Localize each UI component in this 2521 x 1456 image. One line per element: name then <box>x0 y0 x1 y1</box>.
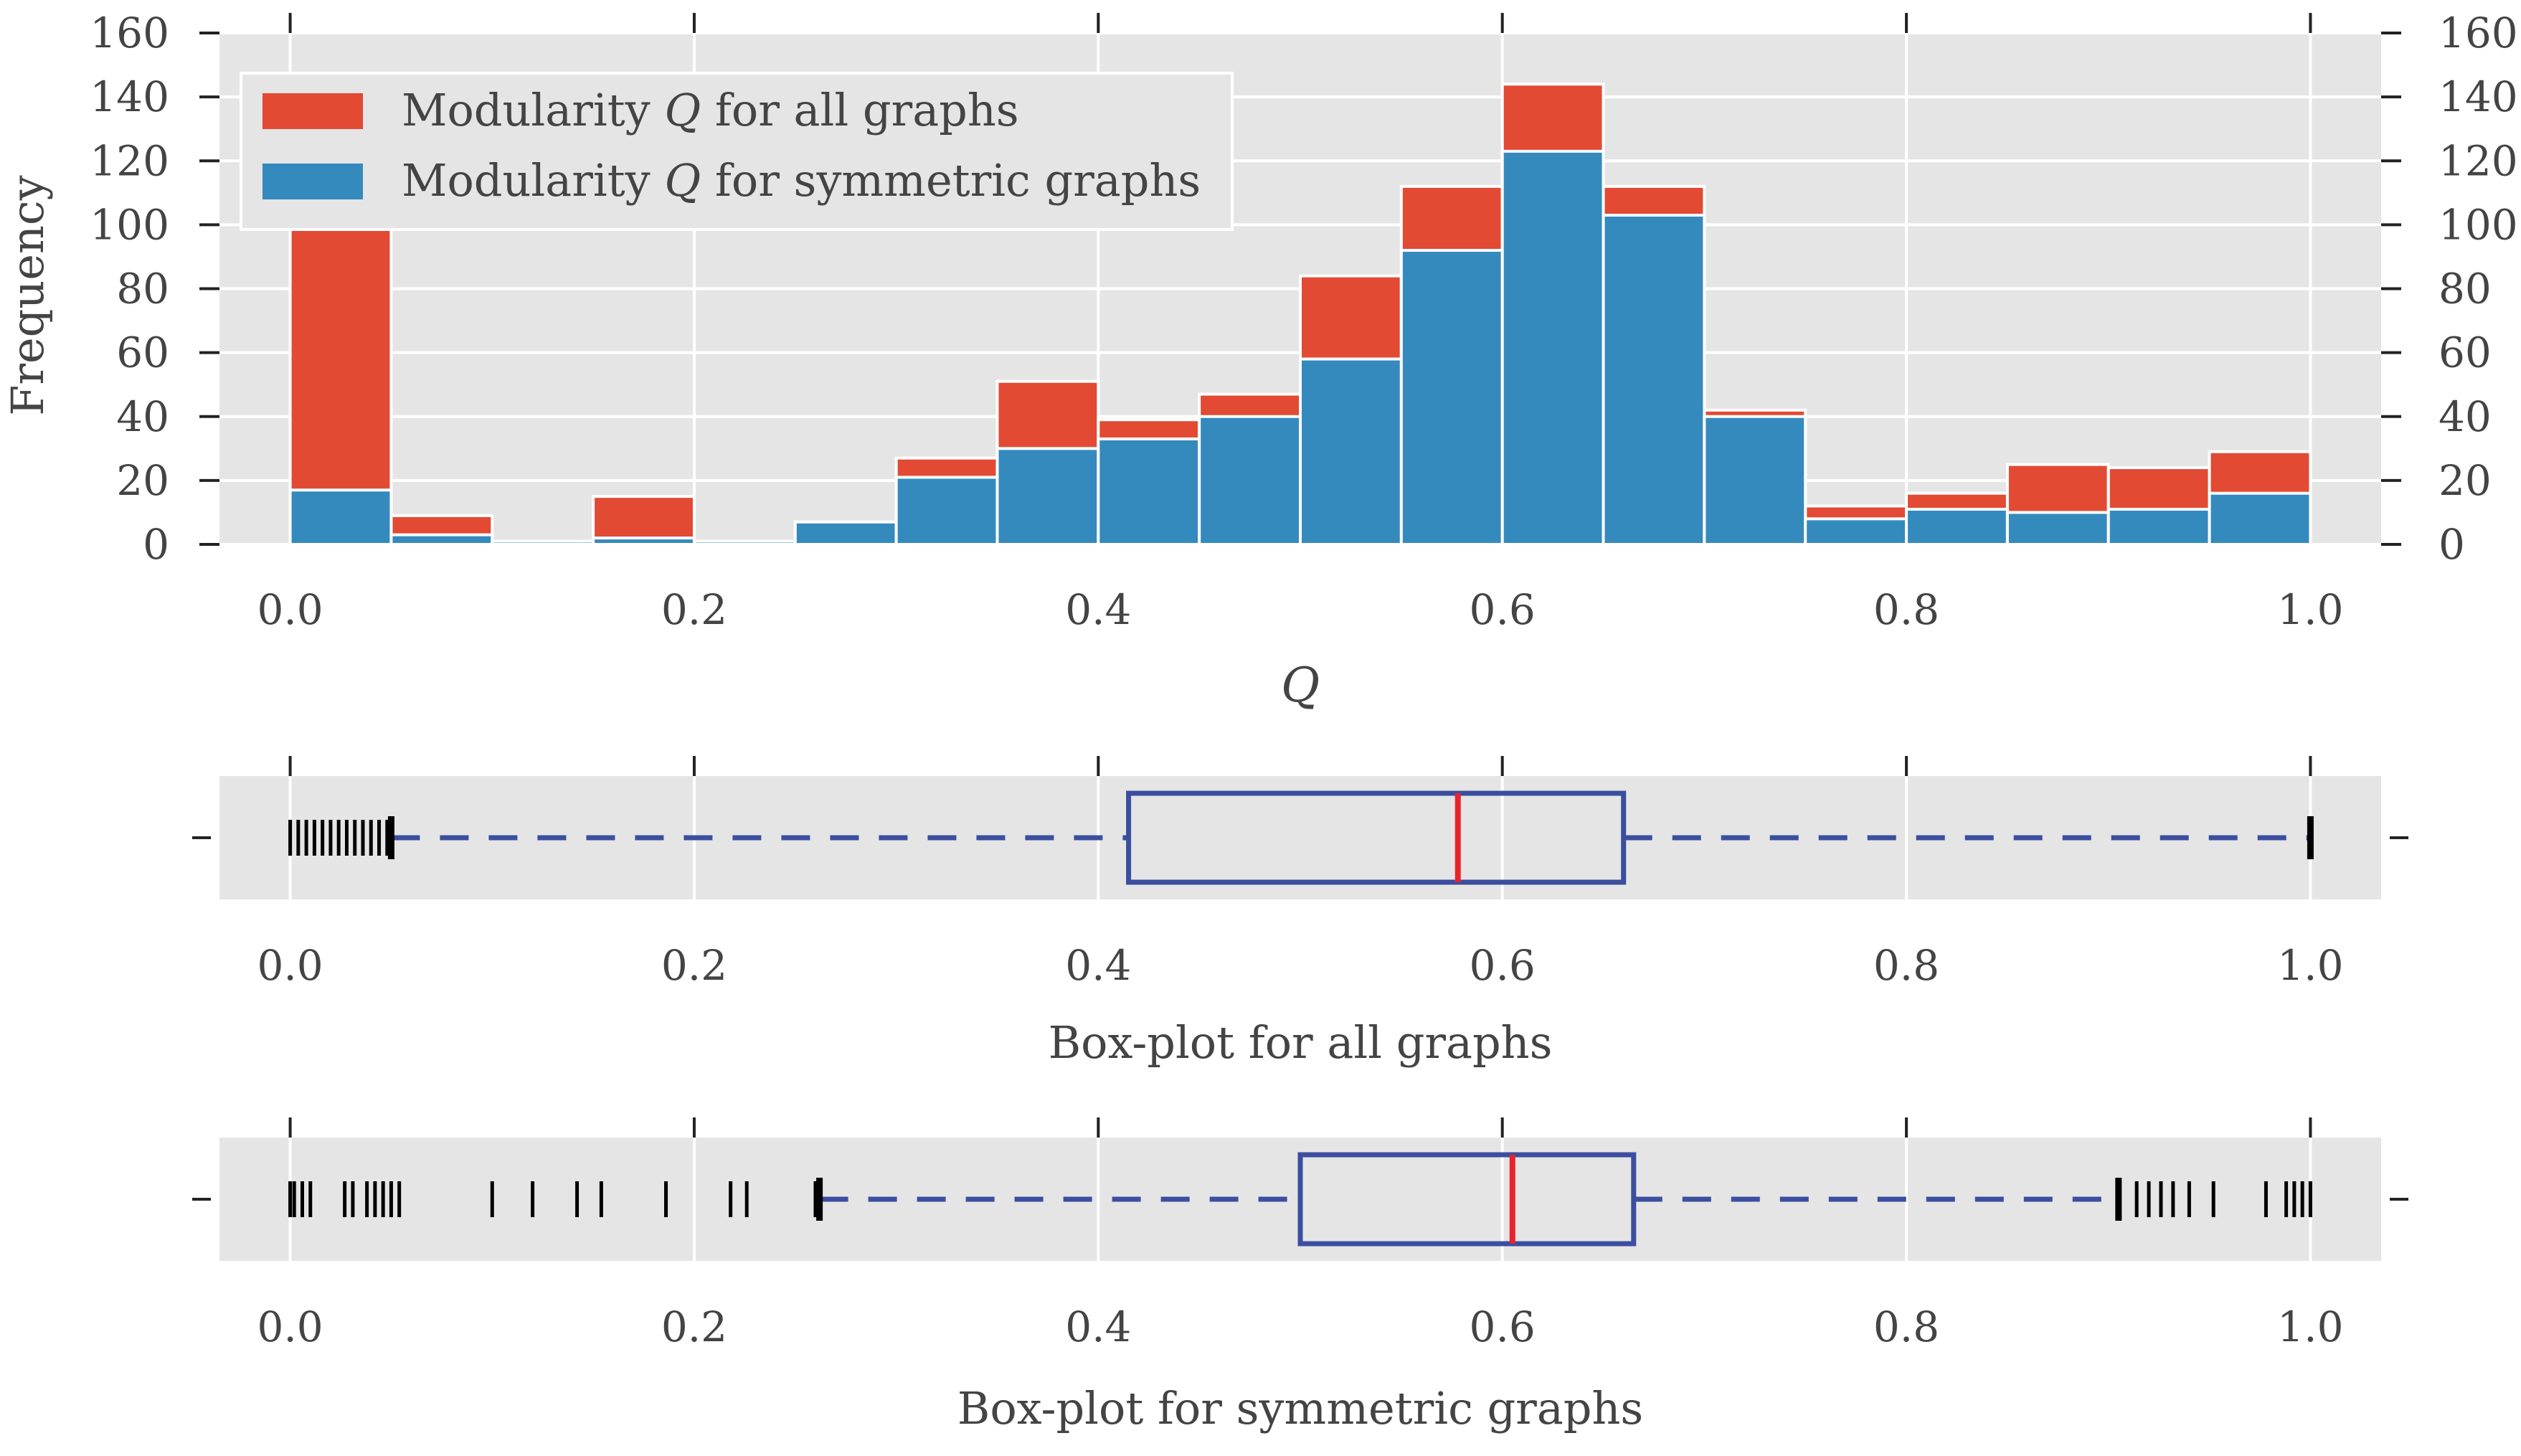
legend-label-all-var: Q <box>664 84 701 136</box>
legend-label-sym-var: Q <box>664 154 701 207</box>
bar-symmetric-graphs <box>1905 507 2009 547</box>
histogram-y-tick-label-right: 160 <box>2439 9 2518 57</box>
histogram-x-tick-label: 0.4 <box>1065 585 1131 634</box>
histogram-x-tick-label: 0.8 <box>1873 585 1939 634</box>
bar-symmetric-graphs <box>491 539 595 547</box>
histogram-y-tick-label-right: 0 <box>2439 520 2465 569</box>
histogram-y-tick-label-right: 140 <box>2439 72 2518 121</box>
boxplot-x-tick-label: 0.0 <box>257 1303 323 1351</box>
histogram-legend: Modularity Q for all graphs Modularity Q… <box>240 72 1234 231</box>
bar-symmetric-graphs <box>1804 517 1909 546</box>
legend-label-all-prefix: Modularity <box>402 84 651 136</box>
legend-frame <box>240 72 1234 231</box>
boxplot-all-marks <box>288 790 2314 885</box>
bar-symmetric-graphs <box>288 488 393 547</box>
boxplot-all-ticks: 0.0 0.2 0.4 0.6 0.8 1.0 <box>192 756 2408 990</box>
boxplot-x-tick-label: 0.4 <box>1065 941 1131 990</box>
histogram-y-tick-label-right: 20 <box>2439 456 2492 505</box>
boxplot-symmetric-x-axis-label: Box-plot for symmetric graphs <box>957 1382 1643 1434</box>
histogram-y-tick-label-left: 140 <box>90 72 169 121</box>
histogram-y-tick-label-right: 80 <box>2439 265 2492 313</box>
bar-symmetric-graphs <box>1399 249 1504 546</box>
histogram-x-tick-label: 0.0 <box>257 585 323 634</box>
bar-symmetric-graphs <box>995 447 1100 546</box>
histogram-y-tick-label-left: 60 <box>116 328 169 377</box>
bar-symmetric-graphs <box>1500 149 1605 547</box>
boxplot-x-tick-label: 0.4 <box>1065 1303 1131 1351</box>
legend-label-all-graphs: Modularity Q for all graphs <box>402 84 1019 136</box>
histogram-x-tick-label: 0.6 <box>1470 585 1536 634</box>
histogram-x-tick-label: 1.0 <box>2277 585 2343 634</box>
boxplot-x-tick-label: 1.0 <box>2277 941 2343 990</box>
histogram-y-tick-label-right: 40 <box>2439 392 2492 441</box>
histogram-y-tick-label-left: 160 <box>90 9 169 57</box>
boxplot-box <box>1297 1152 1637 1247</box>
boxplot-x-tick-label: 0.2 <box>661 941 727 990</box>
legend-label-symmetric-graphs: Modularity Q for symmetric graphs <box>402 154 1201 207</box>
bar-symmetric-graphs <box>1299 357 1403 546</box>
bar-all-graphs <box>592 495 696 546</box>
bar-symmetric-graphs <box>1097 437 1201 546</box>
boxplot-all-x-axis-label: Box-plot for all graphs <box>1049 1016 1553 1069</box>
bar-symmetric-graphs <box>1198 415 1302 546</box>
histogram-y-tick-label-left: 100 <box>90 200 169 249</box>
bar-symmetric-graphs <box>894 476 999 547</box>
boxplot-symmetric-marks <box>288 1152 2312 1247</box>
legend-swatch-symmetric-graphs <box>262 164 363 199</box>
bar-symmetric-graphs <box>2208 491 2312 547</box>
boxplot-x-tick-label: 0.6 <box>1470 1303 1536 1351</box>
histogram-ticks: 0.0 0.2 0.4 0.6 0.8 1.0 0 0 20 20 40 40 60 60 80 80 100 1… <box>90 9 2517 634</box>
boxplot-x-tick-label: 0.8 <box>1873 941 1939 990</box>
histogram-y-tick-label-left: 120 <box>90 136 169 185</box>
boxplot-x-tick-label: 0.2 <box>661 1303 727 1351</box>
histogram-x-axis-label: Q <box>1281 658 1320 713</box>
legend-label-sym-prefix: Modularity <box>402 154 651 207</box>
legend-label-sym-suffix: for symmetric graphs <box>715 154 1201 207</box>
bar-symmetric-graphs <box>692 539 797 547</box>
histogram-y-axis-label: Frequency <box>1 175 54 415</box>
bar-symmetric-graphs <box>1703 415 1807 546</box>
histogram-panel: 0.0 0.2 0.4 0.6 0.8 1.0 0 0 20 20 40 40 60 60 80 80 100 1… <box>1 9 2518 713</box>
boxplot-x-tick-label: 0.0 <box>257 941 323 990</box>
histogram-y-tick-label-right: 60 <box>2439 328 2492 377</box>
boxplot-box <box>1126 790 1627 885</box>
boxplot-symmetric-ticks: 0.0 0.2 0.4 0.6 0.8 1.0 <box>192 1117 2408 1351</box>
histogram-y-tick-label-left: 20 <box>116 456 169 505</box>
boxplot-all-panel: 0.0 0.2 0.4 0.6 0.8 1.0 Box-plot for all grap… <box>192 756 2408 1069</box>
histogram-bars <box>288 82 2312 547</box>
bar-symmetric-graphs <box>592 536 696 547</box>
boxplot-symmetric-panel: 0.0 0.2 0.4 0.6 0.8 1.0 Box-plot for symmetri… <box>192 1117 2408 1434</box>
bar-symmetric-graphs <box>389 533 494 546</box>
boxplot-x-tick-label: 0.8 <box>1873 1303 1939 1351</box>
bar-symmetric-graphs <box>1602 214 1706 546</box>
legend-label-all-suffix: for all graphs <box>715 84 1019 136</box>
boxplot-x-tick-label: 1.0 <box>2277 1303 2343 1351</box>
bar-symmetric-graphs <box>2005 511 2110 546</box>
histogram-x-tick-label: 0.2 <box>661 585 727 634</box>
histogram-y-tick-label-right: 100 <box>2439 200 2518 249</box>
histogram-y-tick-label-right: 120 <box>2439 136 2518 185</box>
histogram-y-tick-label-left: 0 <box>143 520 169 569</box>
bar-symmetric-graphs <box>2106 507 2211 547</box>
bar-symmetric-graphs <box>793 520 898 547</box>
boxplot-x-tick-label: 0.6 <box>1470 941 1536 990</box>
legend-swatch-all-graphs <box>262 93 363 129</box>
histogram-y-tick-label-left: 80 <box>116 265 169 313</box>
histogram-y-tick-label-left: 40 <box>116 392 169 441</box>
